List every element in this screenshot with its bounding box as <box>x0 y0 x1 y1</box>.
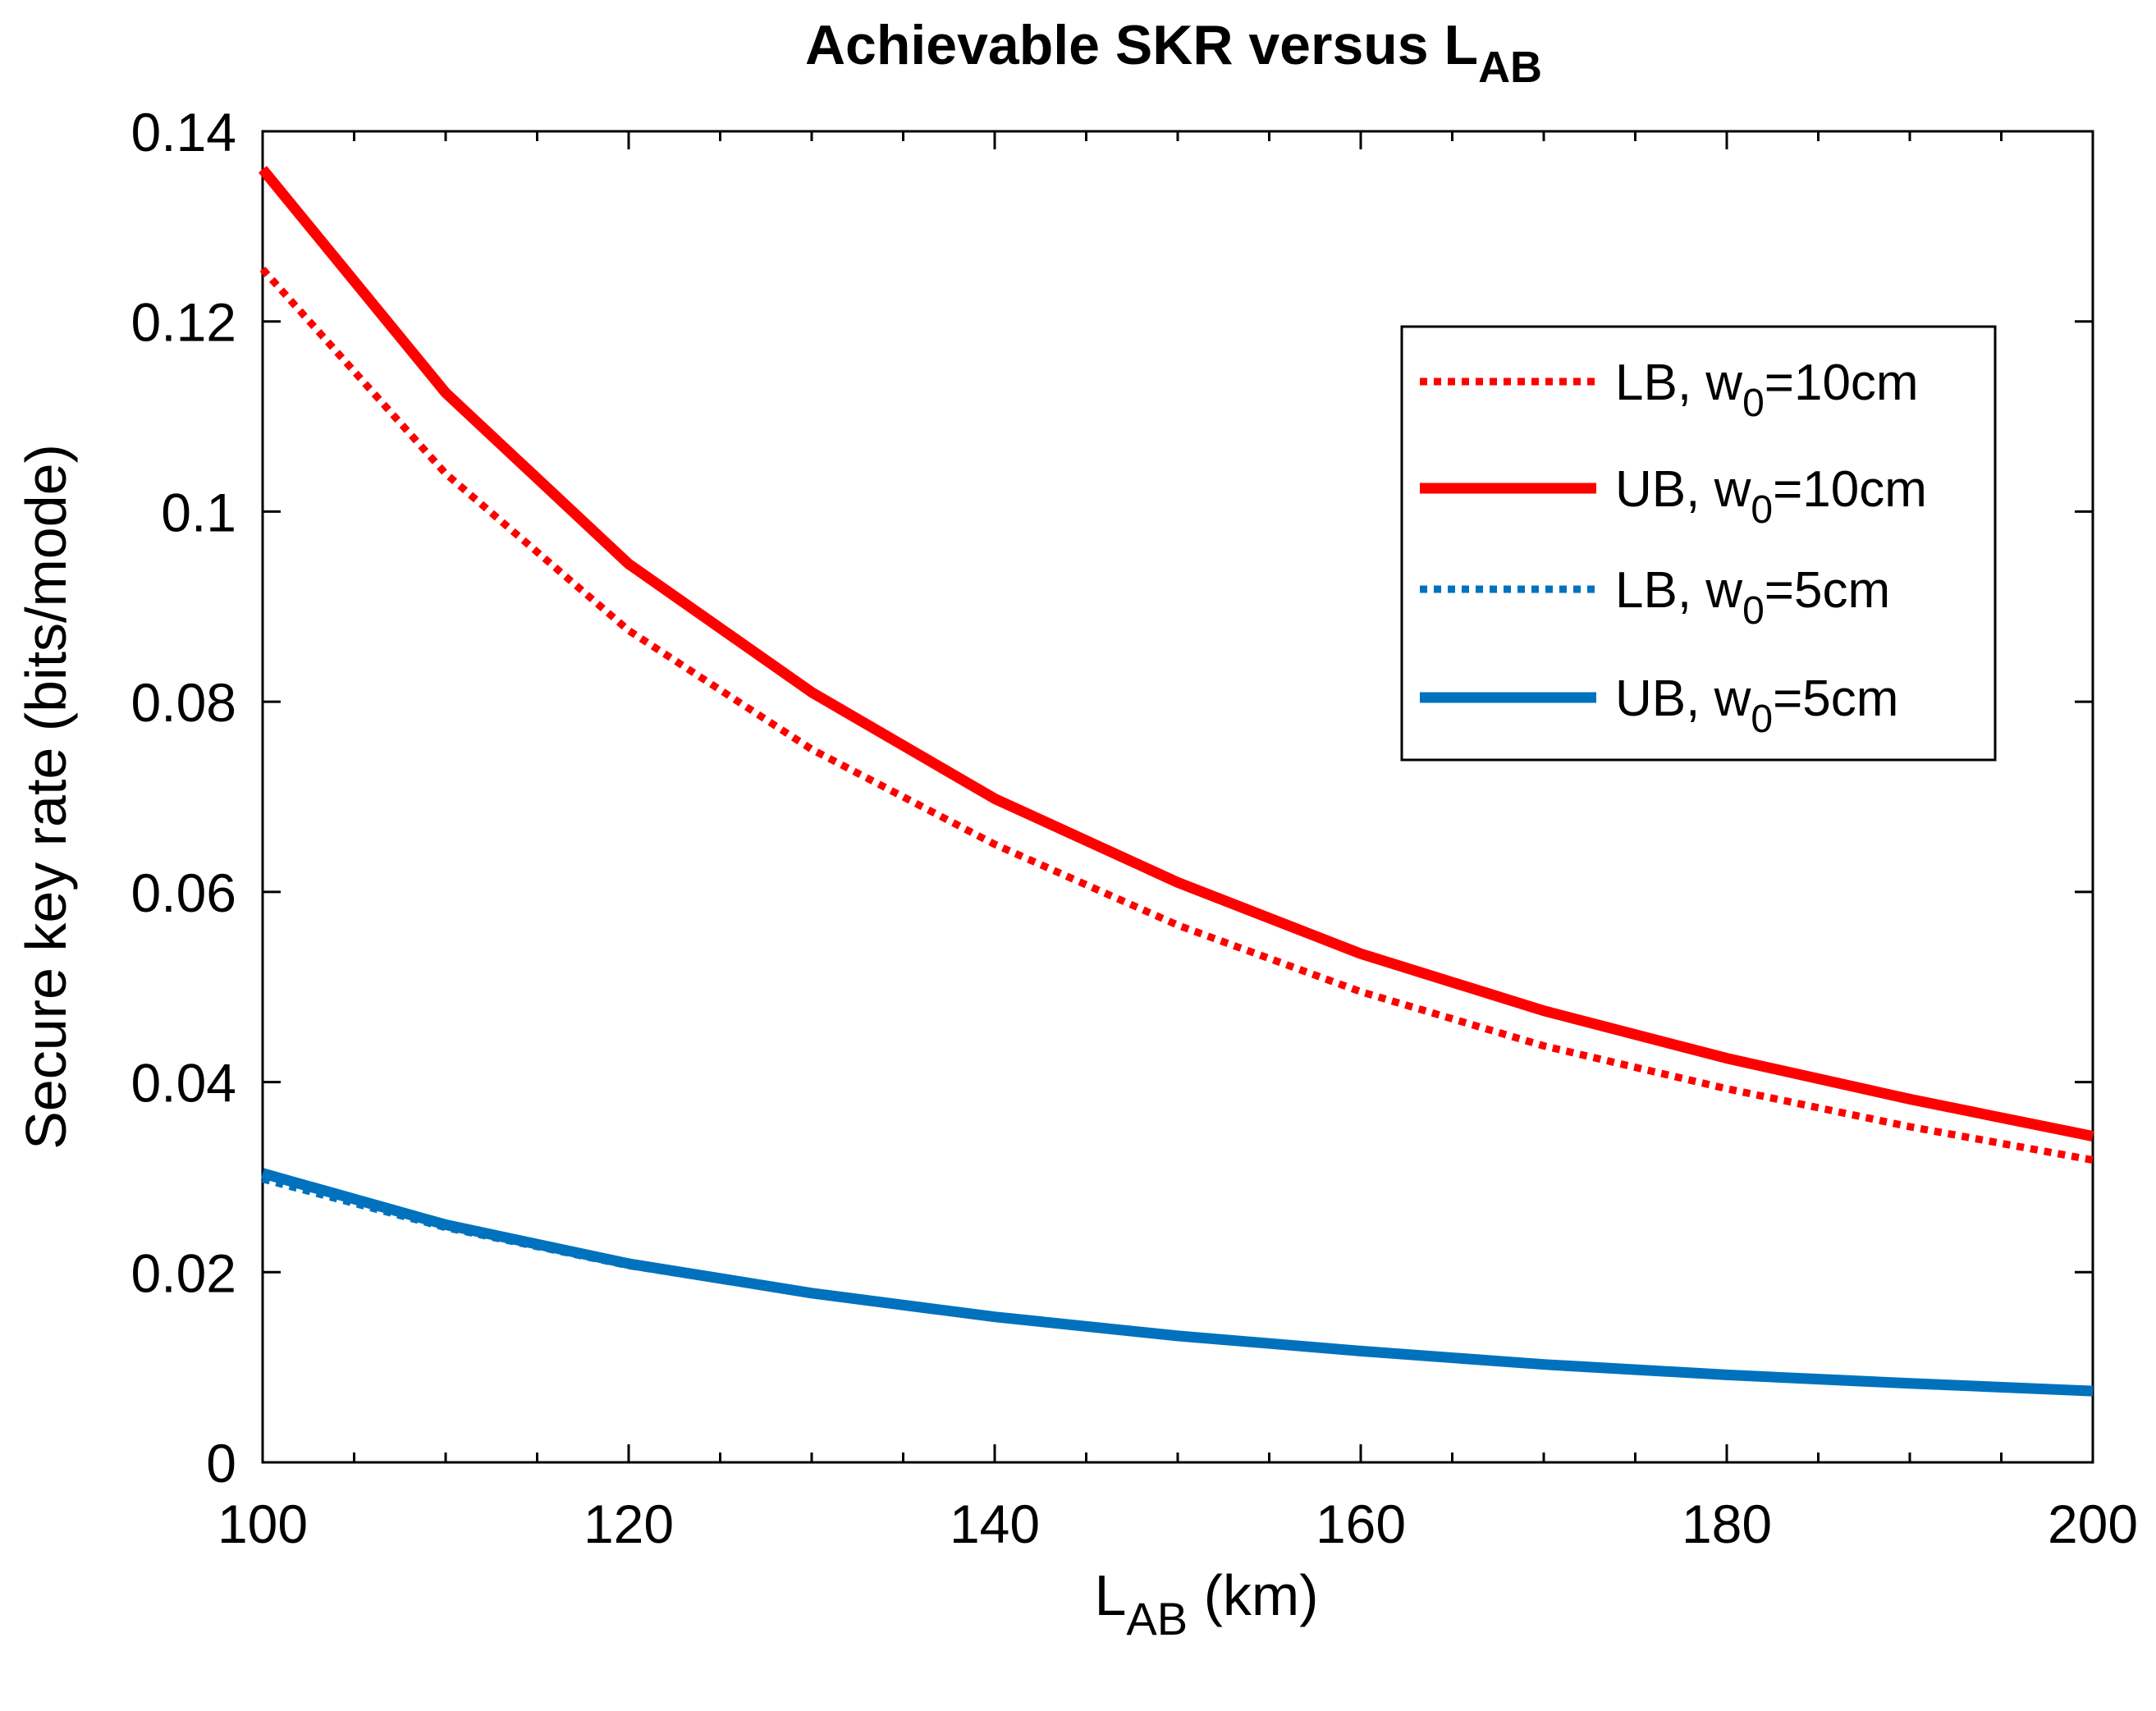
y-tick-label: 0.12 <box>131 292 236 353</box>
legend-label-4: UB, w0=5cm <box>1615 670 1898 741</box>
x-tick-label: 200 <box>2048 1494 2138 1554</box>
legend: LB, w0=10cm UB, w0=10cm LB, w0=5cm UB, w0=5… <box>1400 325 1997 762</box>
legend-items: LB, w0=10cm UB, w0=10cm LB, w0=5cm UB, w0=5… <box>1420 355 1927 741</box>
legend-label-3: LB, w0=5cm <box>1615 562 1890 633</box>
axis-ticks <box>261 130 2094 1464</box>
y-tick-label: 0.1 <box>161 482 236 542</box>
x-axis-label: LAB (km) <box>1094 1563 1318 1645</box>
y-tick-label: 0.04 <box>131 1053 236 1114</box>
y-axis-label: Secure key rate (bits/mode) <box>14 444 78 1150</box>
x-tick-labels: 100 120 140 160 180 200 <box>217 1494 2138 1554</box>
legend-label-1: LB, w0=10cm <box>1615 355 1919 425</box>
legend-box <box>1400 325 1997 762</box>
series-layer <box>258 166 2094 1397</box>
x-tick-label: 100 <box>217 1494 308 1554</box>
x-tick-label: 180 <box>1682 1494 1772 1554</box>
y-tick-label: 0.08 <box>131 672 236 733</box>
x-tick-label: 140 <box>950 1494 1040 1554</box>
x-tick-label: 160 <box>1316 1494 1406 1554</box>
y-tick-labels: 0 0.02 0.04 0.06 0.08 0.1 0.12 0.14 <box>131 102 236 1494</box>
y-tick-label: 0 <box>206 1433 236 1494</box>
y-tick-label: 0.02 <box>131 1242 236 1303</box>
series-line-1 <box>259 266 2094 1164</box>
chart-title: Achievable SKR versus LAB <box>805 14 1542 92</box>
y-tick-label: 0.06 <box>131 862 236 923</box>
series-line-2 <box>258 166 2094 1141</box>
x-tick-label: 120 <box>584 1494 674 1554</box>
legend-label-2: UB, w0=10cm <box>1615 461 1927 532</box>
y-tick-label: 0.14 <box>131 102 236 162</box>
series-line-4 <box>261 1168 2094 1397</box>
